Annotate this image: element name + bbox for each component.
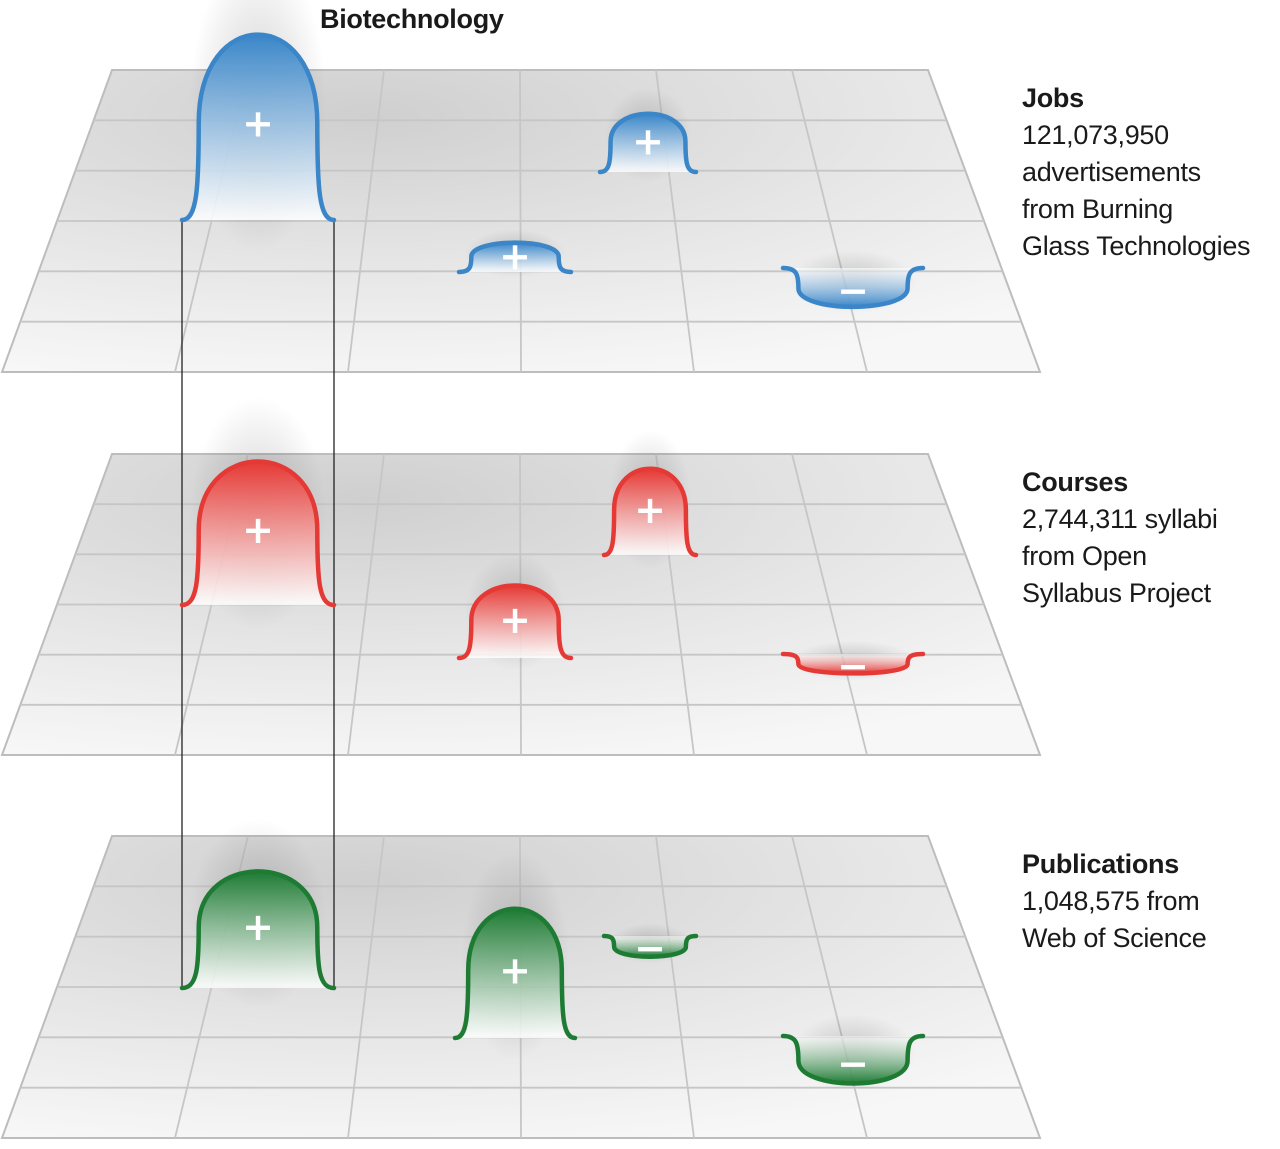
bump-outline bbox=[452, 906, 578, 1041]
bump-publications-1: + bbox=[179, 819, 337, 1009]
minus-icon: − bbox=[837, 644, 869, 688]
bump-fill bbox=[455, 908, 575, 1038]
bump-fill bbox=[182, 461, 334, 605]
bump-outline bbox=[179, 32, 337, 223]
bump-courses-1: + bbox=[179, 396, 337, 630]
layer-description: 1,048,575 from Web of Science bbox=[1022, 886, 1207, 953]
bump-jobs-3: + bbox=[456, 229, 574, 279]
bump-outline bbox=[597, 111, 699, 175]
plus-icon: + bbox=[242, 508, 274, 552]
bump-outline bbox=[456, 583, 574, 661]
plane-jobs bbox=[0, 69, 1042, 373]
highlight-topic-label: Biotechnology bbox=[320, 4, 504, 34]
bump-outline bbox=[179, 459, 337, 608]
layer-label-jobs: Jobs 121,073,950 advertisements from Bur… bbox=[1022, 80, 1280, 265]
bump-publications-2: + bbox=[452, 850, 578, 1061]
bump-fill bbox=[459, 242, 571, 272]
bump-courses-2: + bbox=[601, 430, 699, 570]
bump-fill bbox=[182, 34, 334, 220]
plus-icon: + bbox=[499, 949, 531, 993]
bump-fill bbox=[604, 468, 696, 555]
bump-outline bbox=[456, 240, 574, 275]
bump-outline bbox=[601, 933, 699, 959]
layer-label-publications: Publications 1,048,575 from Web of Scien… bbox=[1022, 846, 1280, 957]
plus-icon: + bbox=[499, 598, 531, 642]
bump-publications-4: − bbox=[780, 1014, 926, 1091]
bump-fill bbox=[783, 268, 923, 307]
bump-outline bbox=[601, 466, 699, 558]
bump-courses-3: + bbox=[456, 553, 574, 671]
bump-fill bbox=[182, 871, 334, 988]
bump-fill bbox=[783, 654, 923, 674]
plus-icon: + bbox=[242, 905, 274, 949]
bump-outline bbox=[780, 265, 926, 309]
bump-fill bbox=[459, 585, 571, 658]
plus-icon: + bbox=[499, 235, 531, 279]
layer-label-courses: Courses 2,744,311 syllabi from Open Syll… bbox=[1022, 464, 1280, 612]
plus-icon: + bbox=[634, 488, 666, 532]
minus-icon: − bbox=[837, 1042, 869, 1086]
bump-outline bbox=[780, 1033, 926, 1086]
layer-name: Publications bbox=[1022, 849, 1179, 879]
bump-publications-3: − bbox=[601, 923, 699, 970]
bump-jobs-2: + bbox=[597, 87, 699, 183]
plus-icon: + bbox=[632, 120, 664, 164]
layer-description: 121,073,950 advertisements from Burning … bbox=[1022, 120, 1251, 261]
layer-name: Courses bbox=[1022, 467, 1128, 497]
bump-jobs-4: − bbox=[780, 250, 926, 313]
bump-outline bbox=[179, 869, 337, 991]
bump-jobs-1: + bbox=[179, 0, 337, 253]
layer-description: 2,744,311 syllabi from Open Syllabus Pro… bbox=[1022, 504, 1218, 608]
bump-outline bbox=[780, 651, 926, 676]
plus-icon: + bbox=[242, 101, 274, 145]
bump-courses-4: − bbox=[780, 640, 926, 688]
bump-fill bbox=[783, 1036, 923, 1084]
bump-fill bbox=[600, 113, 696, 172]
minus-icon: − bbox=[634, 926, 666, 970]
bump-fill bbox=[604, 936, 696, 957]
minus-icon: − bbox=[837, 269, 869, 313]
layer-name: Jobs bbox=[1022, 83, 1084, 113]
